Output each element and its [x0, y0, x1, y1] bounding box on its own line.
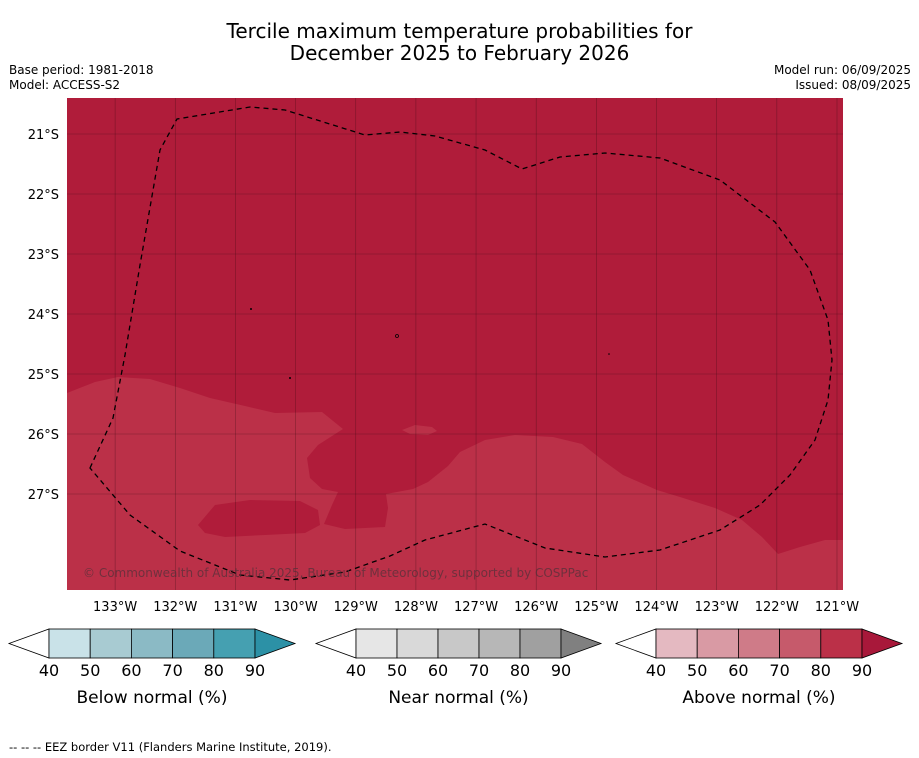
above-normal-80-region: [67, 377, 843, 590]
x-tick-label: 122°W: [755, 600, 799, 615]
colorbar-title: Below normal (%): [77, 688, 228, 708]
colorbar-high-extension: [254, 628, 297, 659]
model-run-label: Model run: 06/09/2025: [773, 63, 911, 77]
colorbar-high-extension: [861, 628, 904, 659]
colorbar-3: 40 50 60 70 80 90 Above normal (%): [614, 628, 904, 708]
x-tick-label: 126°W: [514, 600, 558, 615]
y-tick-label: 26°S: [28, 428, 59, 443]
issued-label: Issued: 08/09/2025: [795, 78, 911, 92]
colorbar-segment: [89, 628, 132, 659]
copyright-notice: © Commonwealth of Australia 2025, Bureau…: [83, 566, 588, 580]
x-tick-label: 130°W: [274, 600, 318, 615]
colorbar-title: Above normal (%): [682, 688, 835, 708]
colorbar-tick-label: 80: [510, 661, 530, 680]
colorbar-low-extension: [614, 628, 657, 659]
colorbar-tick-label: 40: [646, 661, 666, 680]
x-tick-label: 129°W: [334, 600, 378, 615]
colorbar-tick-label: 60: [728, 661, 748, 680]
colorbar-tick-label: 90: [551, 661, 571, 680]
island-marker: [608, 353, 610, 355]
island-marker: [395, 334, 399, 338]
colorbar-segment: [738, 628, 781, 659]
colorbar-tick-label: 70: [769, 661, 789, 680]
chart-title-line1: Tercile maximum temperature probabilitie…: [226, 19, 693, 43]
colorbar-2: 40 50 60 70 80 90 Near normal (%): [314, 628, 603, 708]
colorbar-tick-label: 80: [811, 661, 831, 680]
colorbar-tick-label: 40: [39, 661, 59, 680]
colorbar-segment: [655, 628, 698, 659]
colorbar-tick-label: 40: [346, 661, 366, 680]
map-grid: [67, 98, 843, 590]
colorbar-segment: [130, 628, 173, 659]
colorbar-segment: [696, 628, 739, 659]
base-period-label: Base period: 1981-2018: [9, 63, 154, 77]
y-tick-label: 27°S: [28, 488, 59, 503]
colorbar-legends: 40 50 60 70 80 90 Below normal (%) 40 50 60 70 80 90…: [7, 628, 904, 708]
colorbar-segment: [478, 628, 521, 659]
island-marker: [250, 308, 252, 310]
eez-footnote: -- -- -- EEZ border V11 (Flanders Marine…: [9, 740, 332, 754]
colorbar-segment: [396, 628, 439, 659]
colorbar-tick-label: 90: [245, 661, 265, 680]
x-tick-label: 121°W: [815, 600, 859, 615]
colorbar-segment: [820, 628, 863, 659]
colorbar-segment: [355, 628, 398, 659]
x-tick-label: 132°W: [153, 600, 197, 615]
colorbar-high-extension: [560, 628, 603, 659]
y-tick-label: 23°S: [28, 248, 59, 263]
colorbar-tick-label: 90: [852, 661, 872, 680]
colorbar-tick-label: 50: [387, 661, 407, 680]
x-tick-label: 133°W: [93, 600, 137, 615]
chart-title-line2: December 2025 to February 2026: [289, 41, 630, 65]
colorbar-segment: [519, 628, 562, 659]
colorbar-tick-label: 60: [428, 661, 448, 680]
eez-border-line: [89, 106, 833, 581]
map-plot-area: © Commonwealth of Australia 2025, Bureau…: [67, 98, 843, 590]
x-tick-label: 125°W: [574, 600, 618, 615]
y-tick-label: 22°S: [28, 188, 59, 203]
y-axis-ticks: 21°S 22°S 23°S 24°S 25°S 26°S 27°S: [28, 128, 59, 503]
y-tick-label: 21°S: [28, 128, 59, 143]
x-tick-label: 131°W: [213, 600, 257, 615]
colorbar-tick-label: 50: [687, 661, 707, 680]
colorbar-segment: [437, 628, 480, 659]
x-tick-label: 124°W: [634, 600, 678, 615]
model-label: Model: ACCESS-S2: [9, 78, 121, 92]
colorbar-tick-label: 70: [162, 661, 182, 680]
above-normal-80-patch: [402, 425, 437, 435]
colorbar-segment: [213, 628, 256, 659]
y-tick-label: 25°S: [28, 368, 59, 383]
colorbar-1: 40 50 60 70 80 90 Below normal (%): [7, 628, 297, 708]
above-normal-90-pocket: [198, 500, 320, 537]
y-tick-label: 24°S: [28, 308, 59, 323]
island-marker: [289, 377, 291, 379]
x-tick-label: 128°W: [394, 600, 438, 615]
x-tick-label: 127°W: [454, 600, 498, 615]
colorbar-tick-label: 70: [469, 661, 489, 680]
colorbar-tick-label: 60: [121, 661, 141, 680]
colorbar-low-extension: [314, 628, 357, 659]
x-tick-label: 123°W: [695, 600, 739, 615]
colorbar-segment: [172, 628, 215, 659]
forecast-map: © Commonwealth of Australia 2025, Bureau…: [7, 98, 904, 708]
colorbar-segment: [779, 628, 822, 659]
colorbar-tick-label: 50: [80, 661, 100, 680]
colorbar-tick-label: 80: [204, 661, 224, 680]
x-axis-ticks: 133°W 132°W 131°W 130°W 129°W 128°W 127°W 126°W…: [93, 600, 859, 615]
colorbar-low-extension: [7, 628, 50, 659]
colorbar-segment: [48, 628, 91, 659]
colorbar-title: Near normal (%): [388, 688, 528, 708]
